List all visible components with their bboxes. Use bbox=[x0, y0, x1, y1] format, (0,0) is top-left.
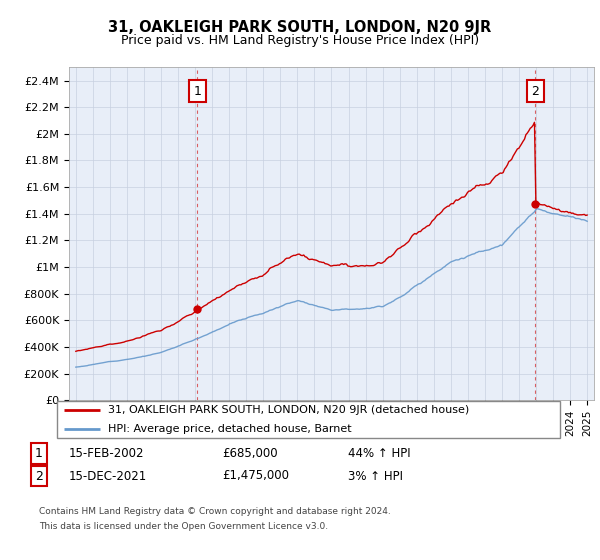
Text: This data is licensed under the Open Government Licence v3.0.: This data is licensed under the Open Gov… bbox=[39, 522, 328, 531]
Text: 1: 1 bbox=[35, 447, 43, 460]
Text: £685,000: £685,000 bbox=[222, 447, 278, 460]
Text: 2: 2 bbox=[532, 85, 539, 97]
Text: 31, OAKLEIGH PARK SOUTH, LONDON, N20 9JR (detached house): 31, OAKLEIGH PARK SOUTH, LONDON, N20 9JR… bbox=[107, 405, 469, 415]
Text: 15-FEB-2002: 15-FEB-2002 bbox=[69, 447, 145, 460]
Text: 15-DEC-2021: 15-DEC-2021 bbox=[69, 469, 147, 483]
Text: 2: 2 bbox=[35, 469, 43, 483]
Text: 31, OAKLEIGH PARK SOUTH, LONDON, N20 9JR: 31, OAKLEIGH PARK SOUTH, LONDON, N20 9JR bbox=[109, 20, 491, 35]
Text: Contains HM Land Registry data © Crown copyright and database right 2024.: Contains HM Land Registry data © Crown c… bbox=[39, 507, 391, 516]
FancyBboxPatch shape bbox=[56, 402, 560, 437]
Text: HPI: Average price, detached house, Barnet: HPI: Average price, detached house, Barn… bbox=[107, 424, 351, 433]
Text: £1,475,000: £1,475,000 bbox=[222, 469, 289, 483]
Text: 3% ↑ HPI: 3% ↑ HPI bbox=[348, 469, 403, 483]
Text: Price paid vs. HM Land Registry's House Price Index (HPI): Price paid vs. HM Land Registry's House … bbox=[121, 34, 479, 46]
Text: 1: 1 bbox=[193, 85, 201, 97]
Text: 44% ↑ HPI: 44% ↑ HPI bbox=[348, 447, 410, 460]
